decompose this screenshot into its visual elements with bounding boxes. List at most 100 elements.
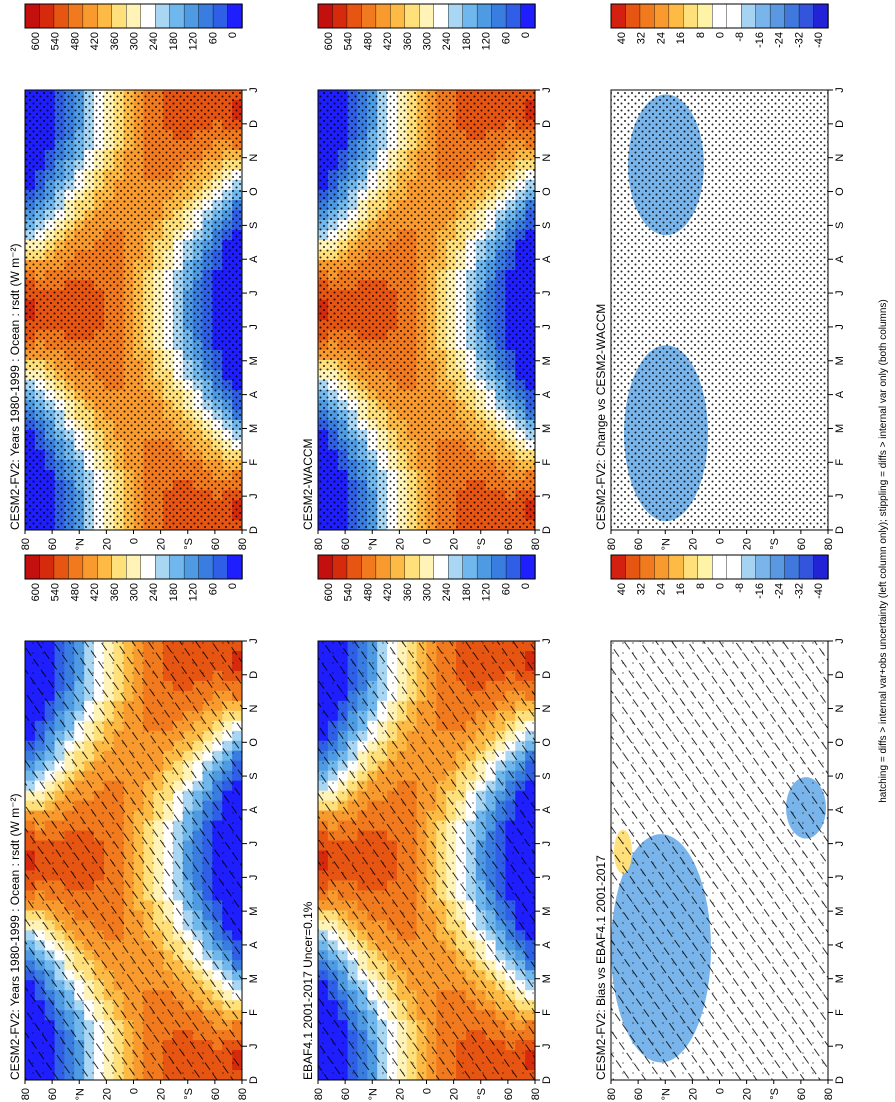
colorbar-swatch — [448, 554, 464, 580]
lat-tick-label: 80 — [530, 1088, 542, 1100]
month-tick-label: M — [541, 356, 553, 365]
colorbar-label: -8 — [734, 583, 746, 593]
month-tick-label: J — [248, 324, 260, 330]
colorbar-swatch — [625, 3, 641, 29]
panel-change-ref: CESM2-WACCM D J F M A M J J A S O N D J 80 60 °N 20 0 20 °S 60… — [301, 3, 553, 550]
colorbar-swatch — [491, 3, 507, 29]
colorbar-label: 300 — [422, 32, 434, 50]
month-tick-label: D — [834, 526, 846, 534]
lat-tick-label: 20 — [101, 538, 113, 550]
colorbar-label: -16 — [754, 583, 766, 599]
panel-change-diff: CESM2-FV2: Change vs CESM2-WACCM D J F M A M J J… — [594, 3, 846, 550]
colorbar-frame — [24, 3, 243, 29]
lat-tick-label: 80 — [313, 538, 325, 550]
lat-tick-label: 0 — [422, 538, 434, 544]
colorbar-label: 40 — [616, 583, 628, 595]
colorbar-label: -40 — [813, 32, 825, 48]
colorbar-swatch — [82, 554, 99, 580]
colorbar-label: 0 — [227, 583, 239, 589]
colorbar-swatch — [505, 554, 522, 580]
colorbar-frame — [317, 3, 536, 29]
lat-tick-label: °N — [367, 1088, 379, 1100]
month-tick-label: M — [248, 974, 260, 983]
month-tick-label: J — [248, 875, 260, 881]
colorbar-swatch — [712, 3, 728, 29]
lat-tick-label: 0 — [129, 538, 141, 544]
lat-tick-label: 60 — [340, 1088, 352, 1100]
panel-bias-obs: EBAF4.1 2001-2017 Uncer=0.1% D J F M A M J J A S O N… — [301, 554, 553, 1100]
colorbar-label: 240 — [441, 583, 453, 601]
colorbar-swatch — [769, 3, 786, 29]
colorbar-swatch — [212, 3, 229, 29]
lat-tick-label: 20 — [156, 538, 168, 550]
month-tick-label: A — [541, 806, 553, 814]
colorbar-swatch — [654, 554, 670, 580]
lat-tick-label: 60 — [47, 1088, 59, 1100]
colorbar-swatch — [741, 3, 757, 29]
month-tick-label: F — [541, 459, 553, 466]
month-tick-label: M — [248, 907, 260, 916]
colorbar-swatch — [625, 554, 641, 580]
lat-tick-label: °N — [660, 1088, 672, 1100]
colorbar-swatch — [227, 554, 243, 580]
colorbar-swatch — [610, 3, 627, 29]
colorbar-swatch — [53, 3, 70, 29]
month-tick-label: J — [834, 841, 846, 847]
month-tick-label: J — [248, 638, 260, 644]
lat-tick-label: 60 — [340, 538, 352, 550]
colorbar: 40 32 24 16 8 0 -8 -16 -24 -32 -40 — [610, 554, 829, 599]
colorbar-label: 600 — [323, 32, 335, 50]
colorbar-swatch — [668, 3, 685, 29]
colorbar-swatch — [755, 3, 771, 29]
colorbar-label: 60 — [500, 583, 512, 595]
lat-tick-label: 20 — [742, 1088, 754, 1100]
colorbar-swatch — [183, 3, 200, 29]
colorbar-label: 180 — [461, 583, 473, 601]
colorbar-swatch — [784, 3, 800, 29]
colorbar-label: 480 — [69, 583, 81, 601]
colorbar-label: 600 — [30, 583, 42, 601]
colorbar-label: 16 — [675, 583, 687, 595]
colorbar-swatch — [111, 3, 127, 29]
month-tick-label: F — [834, 459, 846, 466]
lat-tick-label: 80 — [606, 538, 618, 550]
lat-tick-label: 60 — [210, 538, 222, 550]
colorbar-swatch — [140, 554, 156, 580]
month-tick-label: J — [834, 87, 846, 93]
month-tick-label: J — [834, 875, 846, 881]
colorbar-label: 420 — [382, 32, 394, 50]
lat-tick-label: 20 — [394, 538, 406, 550]
colorbar-label: 600 — [323, 583, 335, 601]
colorbar-label: 480 — [362, 583, 374, 601]
lat-tick-label: °N — [74, 1088, 86, 1100]
colorbar-swatch — [212, 554, 229, 580]
colorbar-label: 180 — [168, 32, 180, 50]
colorbar-swatch — [126, 3, 142, 29]
lat-tick-label: 80 — [313, 1088, 325, 1100]
lat-tick-label: °S — [183, 1088, 195, 1100]
colorbar-frame — [317, 554, 536, 580]
month-tick-label: D — [834, 120, 846, 128]
panel-change-model: CESM2-FV2: Years 1980-1999 : Ocean : rsd… — [8, 3, 260, 550]
colorbar-label: 32 — [636, 32, 648, 44]
colorbar-swatch — [97, 3, 113, 29]
colorbar-swatch — [683, 554, 699, 580]
colorbar-swatch — [317, 554, 334, 580]
colorbar-swatch — [462, 3, 478, 29]
month-tick-label: D — [248, 526, 260, 534]
month-tick-label: A — [248, 941, 260, 949]
colorbar-swatch — [505, 3, 522, 29]
month-tick-label: S — [248, 772, 260, 779]
month-tick-label: J — [834, 290, 846, 296]
colorbar-label: 240 — [148, 32, 160, 50]
month-tick-label: D — [541, 671, 553, 679]
lat-tick-label: 0 — [129, 1088, 141, 1094]
colorbar-swatch — [476, 3, 493, 29]
colorbar-label: 480 — [362, 32, 374, 50]
colorbar-label: 180 — [461, 32, 473, 50]
month-tick-label: J — [834, 1043, 846, 1049]
month-tick-label: J — [248, 1043, 260, 1049]
month-tick-label: F — [248, 459, 260, 466]
colorbar-swatch — [683, 3, 699, 29]
lat-tick-label: 0 — [715, 538, 727, 544]
